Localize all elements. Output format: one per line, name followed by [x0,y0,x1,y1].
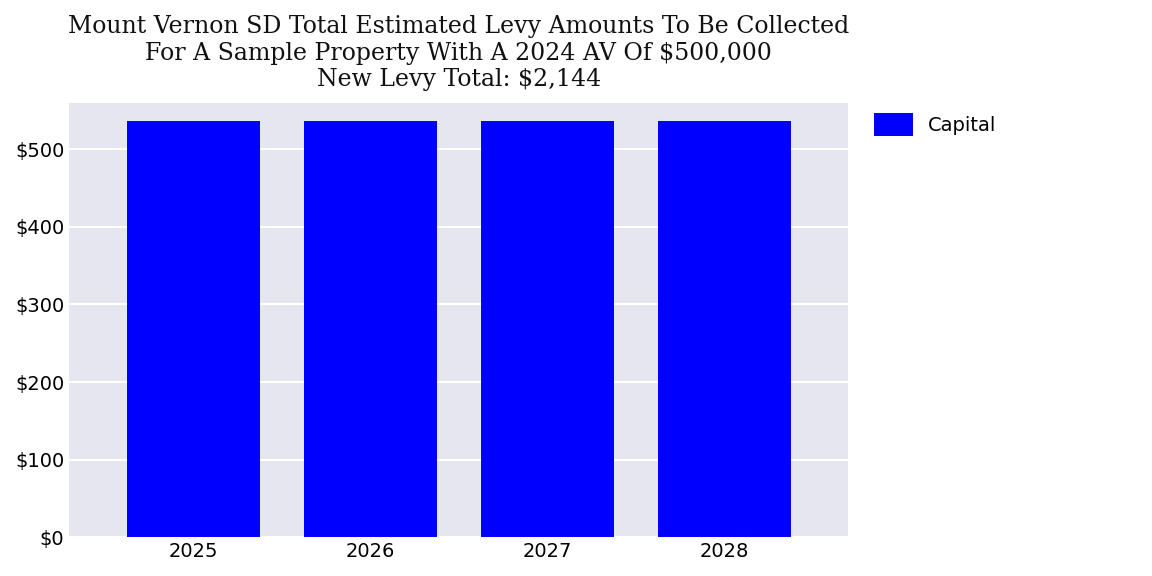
Title: Mount Vernon SD Total Estimated Levy Amounts To Be Collected
For A Sample Proper: Mount Vernon SD Total Estimated Levy Amo… [68,15,849,91]
Legend: Capital: Capital [873,112,996,137]
Bar [658,122,790,537]
Bar [127,122,259,537]
Bar [480,122,614,537]
Bar [304,122,437,537]
